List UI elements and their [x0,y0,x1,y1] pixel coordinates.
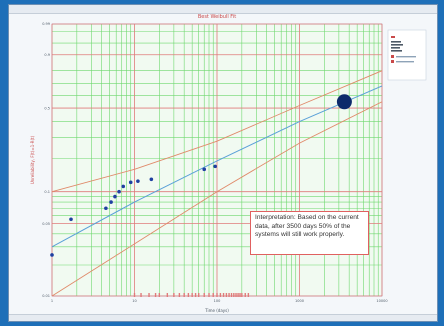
suspension-marker [219,293,222,297]
y-tick-label: 0.05 [42,222,50,226]
failure-point [149,177,154,182]
suspension-marker [241,293,243,297]
suspension-marker [230,293,233,297]
failure-point [136,179,140,183]
suspension-marker [158,293,161,297]
point-layer [50,94,352,297]
legend [387,29,427,81]
suspension-marker [140,293,142,297]
window-titlebar [9,5,437,14]
suspension-marker [178,293,181,297]
suspension-marker [183,293,185,297]
y-tick-label: 0.5 [44,106,50,110]
x-tick-label: 100 [214,299,221,303]
failure-point [69,217,73,222]
legend-swatch [396,56,416,58]
suspension-marker [239,293,241,297]
suspension-marker [235,293,237,297]
suspension-marker [197,293,200,297]
y-tick-label: 0.1 [44,190,50,194]
legend-swatch [391,50,402,52]
suspension-marker [212,293,214,297]
failure-point [117,189,121,194]
suspension-marker [133,293,136,297]
suspension-marker [228,293,230,297]
failure-point [50,253,54,257]
legend-swatch [396,61,414,63]
x-axis-label: Time (days) [204,308,229,313]
legend-box [387,29,427,81]
lower-confidence-bound [51,101,383,297]
suspension-marker [208,293,210,297]
failure-point [213,164,217,169]
x-tick-label: 10000 [376,299,387,303]
annotation-box: Interpretation: Based on the current dat… [250,211,369,255]
upper-confidence-bound [51,70,383,193]
suspension-marker [148,293,150,297]
tick-layer: 1 10 100 1000 10000 0.01 0.05 0.1 0.5 0.9 0.99 [42,22,387,303]
suspension-marker [222,293,225,297]
failure-point [202,167,207,172]
y-tick-label: 0.99 [42,22,50,26]
suspension-marker [233,293,235,297]
legend-swatch [391,41,401,43]
suspension-marker [237,293,239,297]
failure-point [128,180,133,185]
y-tick-label: 0.9 [44,53,50,57]
suspension-marker [191,293,193,297]
suspension-marker [244,293,246,297]
suspension-marker [154,293,157,297]
failure-point [104,206,108,211]
y-axis-label: Unreliability, F(t)=1-R(t) [30,135,35,184]
legend-swatch [391,44,403,46]
legend-swatch [391,47,400,49]
legend-swatch [391,55,394,58]
status-bar [9,314,437,321]
chart-title: Best Weibull Fit [198,14,236,20]
legend-swatch [391,36,395,38]
suspension-marker [166,293,169,297]
suspension-marker [173,293,175,297]
line-layer [51,70,383,297]
failure-point [109,200,113,204]
x-tick-label: 1 [51,299,53,303]
suspension-marker [187,293,190,297]
legend-swatch [391,60,394,63]
suspension-marker [225,293,228,297]
fit-line [51,85,383,248]
suspension-marker [247,293,250,297]
suspension-marker [216,293,218,297]
annotation-text: Interpretation: Based on the current dat… [255,214,359,238]
suspension-marker [194,293,197,297]
y-tick-label: 0.01 [42,294,50,298]
failure-point [121,184,126,189]
failure-point [113,194,117,199]
x-tick-label: 1000 [295,299,304,303]
highlight-point [336,94,352,110]
suspension-marker [203,293,205,297]
x-tick-label: 10 [132,299,136,303]
